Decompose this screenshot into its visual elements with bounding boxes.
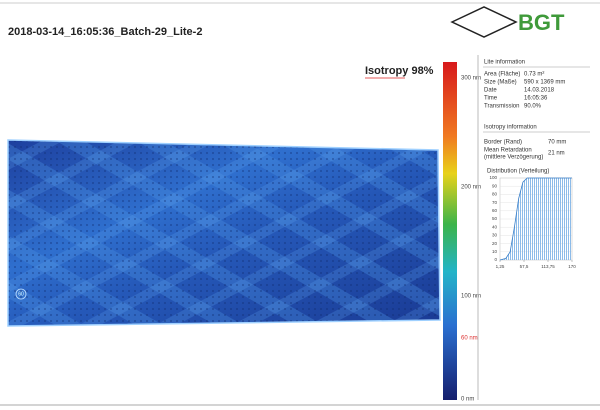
y-tick-label: 100 [489,175,497,180]
distribution-curve [499,177,572,261]
x-tick-label: 1,25 [496,264,505,269]
x-tick-label: 113,75 [541,264,555,269]
section-heading: Lite information [484,60,525,66]
color-scale [443,62,457,400]
y-tick-label: 10 [492,249,498,254]
info-value: 0.73 m² [524,72,544,78]
section-heading: Isotropy information [484,125,537,131]
corner-marker: 60 [18,291,24,297]
logo-diamond [450,6,518,38]
info-value: 16:05:36 [524,96,548,102]
x-tick-label: 170 [568,264,576,269]
y-tick-label: 50 [492,216,498,221]
y-tick-label: 0 [494,257,497,262]
info-value: 21 nm [548,151,565,157]
report-title: 2018-03-14_16:05:36_Batch-29_Lite-2 [8,26,202,38]
scale-label: 0 nm [461,397,474,403]
y-tick-label: 60 [492,208,498,213]
distribution-area [500,178,572,260]
info-label: Time [484,96,498,102]
distribution-title: Distribution (Verteilung) [487,169,549,175]
retardation-map [7,139,441,327]
scale-label: 200 nm [461,185,481,191]
scale-label: 60 nm [461,336,478,342]
info-value: 70 mm [548,140,566,146]
y-tick-label: 20 [492,241,498,246]
info-label: Area (Fläche) [484,72,520,78]
y-tick-label: 70 [492,200,498,205]
info-label: Transmission [484,104,519,110]
y-tick-label: 30 [492,233,498,238]
scale-label: 100 nm [461,294,481,300]
x-tick-label: 57,5 [520,264,529,269]
info-value: 90.0% [524,104,542,110]
info-value: 14.03.2018 [524,88,555,94]
info-label: Border (Rand) [484,140,522,146]
isotropy-label: Isotropy 98% [365,65,434,77]
y-tick-label: 80 [492,192,498,197]
info-sublabel: (mittlere Verzögerung) [484,155,543,161]
info-label: Mean Retardation [484,148,532,154]
y-tick-label: 40 [492,224,498,229]
y-tick-label: 90 [492,183,498,188]
info-label: Date [484,88,497,94]
scale-label: 300 nm [461,76,481,82]
info-value: 590 x 1369 mm [524,80,565,86]
distribution-chart: 0 10 20 30 40 50 60 70 80 90 100 1,25 57,5 113,75 170 [489,175,576,269]
marker-circle [15,288,27,300]
logo: BGT [518,10,565,35]
info-label: Size (Maße) [484,80,517,86]
